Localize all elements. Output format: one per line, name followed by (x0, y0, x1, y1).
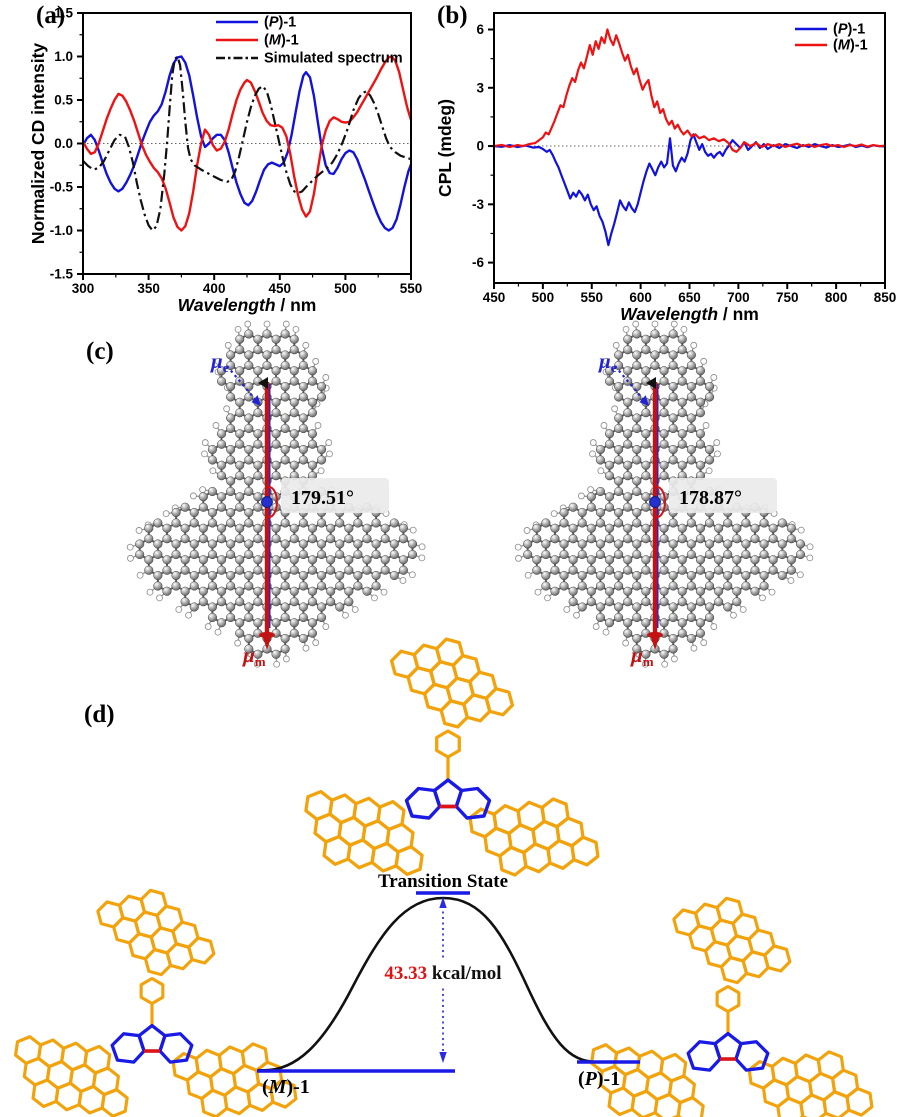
y-tick-label: 6 (476, 22, 484, 37)
x-tick-label: 850 (874, 290, 897, 305)
mu-e-pointer (614, 365, 648, 405)
x-tick-label: 450 (483, 290, 506, 305)
x-tick-label: 300 (72, 281, 95, 296)
x-tick-label: 600 (629, 290, 652, 305)
y-tick-label: -1.5 (50, 267, 74, 282)
angle-label-bg (669, 478, 777, 513)
molecule-right: μe μm 178.87° (514, 320, 814, 669)
panel-c-label: (c) (86, 338, 114, 365)
cd-spectra-chart: 300 350 400 450 500 550 -1.5 -1.0 -0.5 0.0 0.5 1.0 1… (28, 6, 422, 316)
y-tick-label: -6 (472, 255, 484, 270)
chiral-core (404, 778, 492, 820)
vertex-atom (649, 496, 661, 508)
y-axis-label: Normalized CD intensity (28, 43, 48, 245)
mu-e-pointer-arrowhead (639, 395, 649, 406)
angle-arc (656, 486, 666, 518)
transition-state-label: Transition State (378, 871, 508, 892)
y-tick-label: -1.0 (50, 223, 73, 238)
x-tick-label: 400 (203, 281, 226, 296)
skeletal-molecule (589, 896, 874, 1117)
p-minimum-label: (P)-1 (578, 1068, 620, 1090)
mu-m-label: μm (630, 643, 654, 669)
energy-profile: 43.33 kcal/mol Transition State (M)-1 (P)-1 (257, 871, 640, 1098)
legend-label: (M)-1 (833, 38, 868, 54)
x-tick-label: 350 (137, 281, 160, 296)
aromatic-wings (589, 896, 874, 1117)
vertex-atom (261, 496, 273, 508)
cpl-spectra: 450 500 550 600 650 700 750 800 850 -6 -3 0 3 6 Wavele… (435, 12, 897, 324)
barrier-arrowhead-top (439, 897, 447, 908)
legend: (P)-1 (M)-1 Simulated spectrum (216, 15, 403, 67)
panel-b-label: (b) (437, 2, 468, 29)
carbon-atoms (523, 329, 806, 659)
ticks (77, 12, 412, 280)
x-tick-label: 750 (776, 290, 799, 305)
legend-label: Simulated spectrum (264, 51, 403, 67)
x-tick-label: 800 (825, 290, 848, 305)
y-tick-label: -0.5 (50, 180, 74, 195)
x-tick-label: 550 (400, 281, 423, 296)
y-tick-label: -3 (472, 197, 484, 212)
top-arrowhead (258, 377, 268, 389)
y-tick-label: 0.5 (54, 93, 73, 108)
y-tick-label: 1.5 (54, 6, 73, 21)
dipole-molecules-panel: μe μm 179.51° μe μm 178.87° (126, 320, 814, 669)
cpl-spectra-chart: 450 500 550 600 650 700 750 800 850 -6 -3 0 3 6 Wavele… (435, 12, 897, 324)
y-axis-label: CPL (mdeg) (435, 99, 455, 197)
legend-label: (P)-1 (833, 22, 865, 38)
chiral-core (686, 1031, 770, 1072)
series-(P)-1 (81, 55, 413, 232)
x-axis-label: Wavelength / nm (178, 295, 317, 315)
y-tick-label: 0 (476, 139, 484, 154)
mu-e-label: μe (598, 349, 617, 375)
y-tick-label: 0.0 (54, 136, 73, 151)
y-tick-label: 1.0 (54, 49, 73, 64)
mu-e-pointer-arrowhead (251, 395, 261, 406)
x-tick-label: 500 (532, 290, 555, 305)
angle-label: 179.51° (291, 487, 354, 509)
molecule-left: μe μm 179.51° (126, 320, 426, 669)
legend-label: (P)-1 (264, 15, 296, 31)
series-(M)-1 (81, 55, 413, 232)
series-(P)-1 (493, 133, 886, 247)
mu-e-pointer (226, 365, 260, 405)
x-tick-label: 700 (727, 290, 750, 305)
barrier-label: 43.33 kcal/mol (384, 963, 501, 984)
x-tick-label: 500 (334, 281, 357, 296)
legend-label: (M)-1 (264, 33, 299, 49)
x-tick-label: 650 (678, 290, 701, 305)
barrier-label-bg (383, 961, 505, 985)
x-axis-label: Wavelength / nm (620, 304, 759, 324)
energy-diagram-panel: 43.33 kcal/mol Transition State (M)-1 (P)-1 (13, 637, 874, 1117)
top-arrowhead (646, 377, 656, 389)
mu-e-label: μe (210, 349, 229, 375)
chiral-core (110, 1023, 194, 1064)
angle-label: 178.87° (679, 487, 742, 509)
cd-spectra: 300 350 400 450 500 550 -1.5 -1.0 -0.5 0.0 0.5 1.0 1… (28, 6, 422, 316)
legend: (P)-1(M)-1 (795, 22, 868, 54)
mu-m-arrowhead (649, 633, 661, 650)
aromatic-wings (304, 637, 600, 877)
panel-a-label: (a) (36, 2, 66, 29)
barrier-arrowhead-bottom (439, 1052, 447, 1063)
angle-label-bg (281, 478, 389, 513)
mu-m-label: μm (242, 643, 266, 669)
y-tick-label: 3 (476, 80, 484, 95)
x-tick-label: 550 (580, 290, 603, 305)
x-tick-label: 450 (269, 281, 292, 296)
ticks (488, 28, 886, 289)
angle-arc (268, 486, 278, 518)
panel-d-label: (d) (84, 701, 115, 728)
skeletal-molecule (13, 888, 298, 1117)
aromatic-wings (13, 888, 298, 1117)
series-(M)-1 (493, 28, 886, 153)
m-minimum-label: (M)-1 (262, 1076, 310, 1098)
skeletal-molecule (304, 637, 600, 877)
mu-m-arrowhead (261, 633, 273, 650)
